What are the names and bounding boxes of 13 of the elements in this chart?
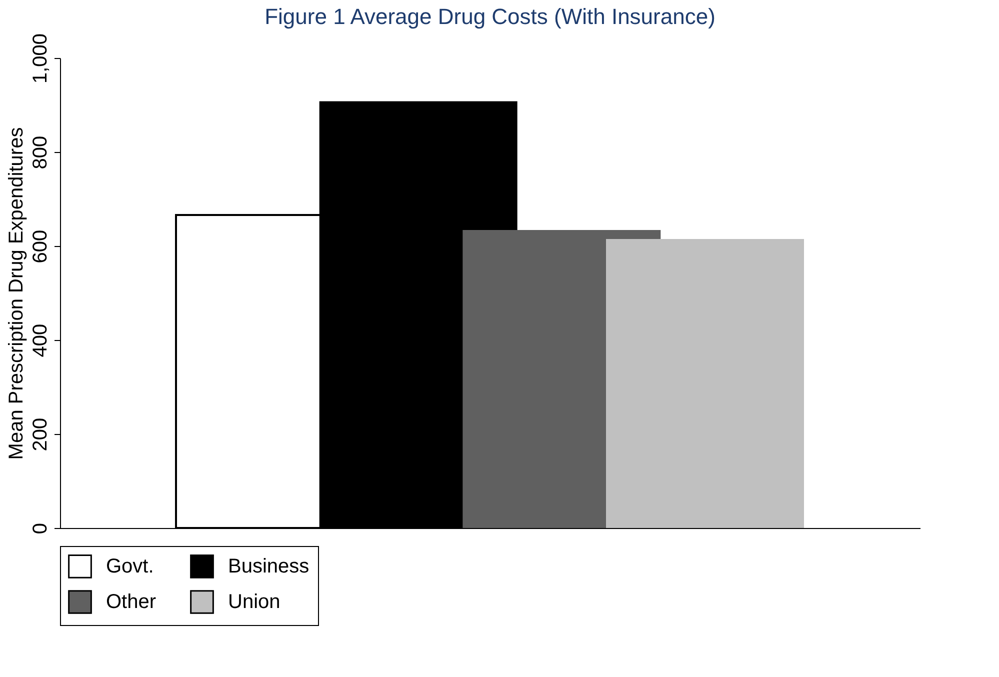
y-axis-title: Mean Prescription Drug Expenditures xyxy=(6,127,28,460)
y-tick-label: 600 xyxy=(30,230,52,264)
legend-label: Other xyxy=(106,591,156,613)
y-tick-label: 0 xyxy=(30,522,52,534)
legend-label: Business xyxy=(228,555,310,578)
chart-title: Figure 1 Average Drug Costs (With Insurance) xyxy=(264,4,716,29)
y-tick-label: 800 xyxy=(30,136,52,170)
legend-label: Union xyxy=(228,591,280,613)
y-tick-label: 1,000 xyxy=(30,33,52,84)
y-tick-label: 400 xyxy=(30,324,52,358)
y-tick-label: 200 xyxy=(30,418,52,452)
legend-label: Govt. xyxy=(106,555,154,578)
bar xyxy=(606,238,804,528)
